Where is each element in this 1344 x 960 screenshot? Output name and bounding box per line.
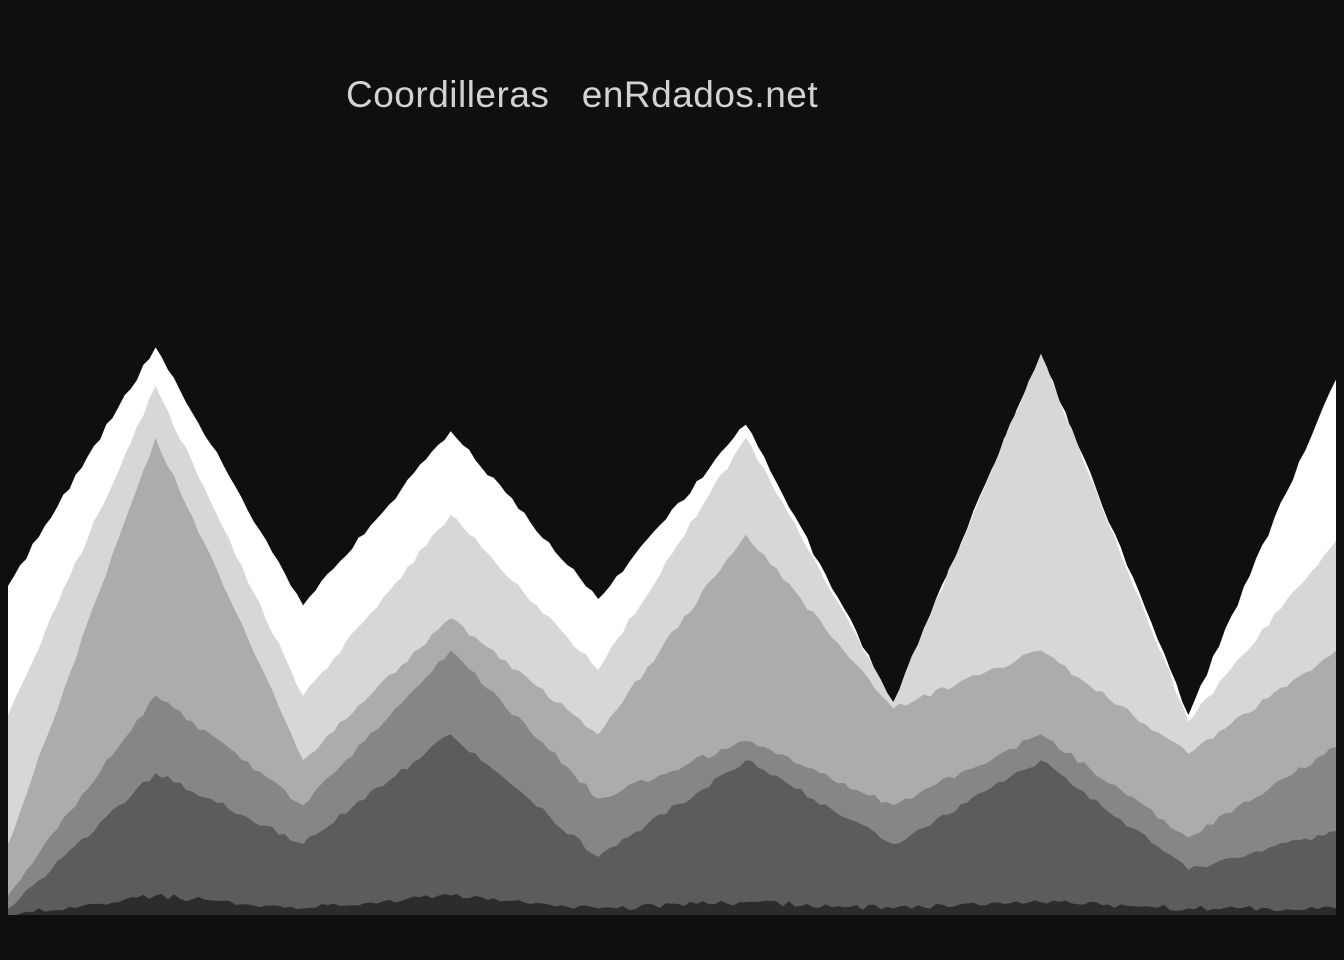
chart-title: Coordilleras enRdados.net (346, 74, 819, 115)
area-layer-2 (8, 734, 1336, 915)
area-layer-1 (8, 893, 1336, 916)
